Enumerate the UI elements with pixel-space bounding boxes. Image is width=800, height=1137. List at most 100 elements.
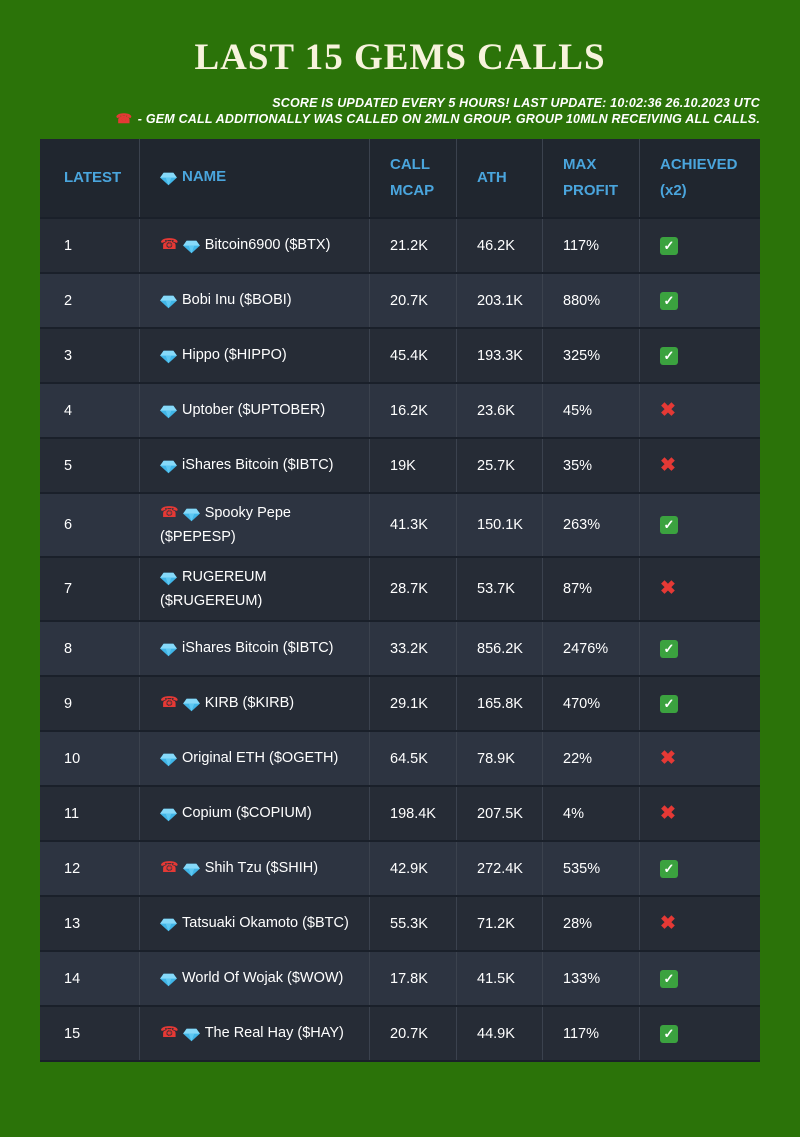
cell-name: Uptober ($UPTOBER)	[140, 384, 370, 437]
cell-max-profit: 117%	[543, 219, 640, 272]
cross-icon: ✖	[660, 802, 676, 824]
cell-name: World Of Wojak ($WOW)	[140, 952, 370, 1005]
phone-icon: ☎	[160, 1023, 179, 1041]
cross-icon: ✖	[660, 578, 676, 599]
gem-icon	[160, 568, 177, 590]
cell-latest: 9	[40, 677, 140, 730]
cell-max-profit: 470%	[543, 677, 640, 730]
cell-achieved: ✓	[640, 622, 760, 675]
cell-achieved: ✓	[640, 494, 760, 556]
cell-latest: 2	[40, 274, 140, 327]
cell-name: ☎ The Real Hay ($HAY)	[140, 1007, 370, 1060]
token-name: iShares Bitcoin ($IBTC)	[182, 639, 334, 656]
table-row: 6 ☎ Spooky Pepe ($PEPESP) 41.3K 150.1K 263% ✓	[40, 494, 760, 558]
cell-max-profit: 87%	[543, 558, 640, 620]
header-name: NAME	[140, 139, 370, 217]
table-row: 3 Hippo ($HIPPO) 45.4K 193.3K 325% ✓	[40, 329, 760, 384]
cell-ath: 44.9K	[457, 1007, 543, 1060]
cell-name: ☎ Shih Tzu ($SHIH)	[140, 842, 370, 895]
table-row: 11 Copium ($COPIUM) 198.4K 207.5K 4% ✖	[40, 787, 760, 842]
gem-icon	[160, 456, 177, 478]
cell-call-mcap: 28.7K	[370, 558, 457, 620]
phone-icon: ☎	[115, 111, 133, 126]
subtitle: SCORE IS UPDATED EVERY 5 HOURS! LAST UPD…	[40, 95, 760, 127]
header-ath: ATH	[457, 139, 543, 217]
cell-name: ☎ KIRB ($KIRB)	[140, 677, 370, 730]
cell-call-mcap: 64.5K	[370, 732, 457, 785]
cell-achieved: ✓	[640, 329, 760, 382]
token-name: Original ETH ($OGETH)	[182, 749, 339, 766]
table-row: 10 Original ETH ($OGETH) 64.5K 78.9K 22% ✖	[40, 732, 760, 787]
table-row: 13 Tatsuaki Okamoto ($BTC) 55.3K 71.2K 28% ✖	[40, 897, 760, 952]
check-icon: ✓	[660, 346, 678, 365]
cell-latest: 1	[40, 219, 140, 272]
token-name: Tatsuaki Okamoto ($BTC)	[182, 914, 349, 931]
cell-ath: 25.7K	[457, 439, 543, 492]
cell-call-mcap: 33.2K	[370, 622, 457, 675]
gem-icon	[160, 804, 177, 826]
cell-latest: 15	[40, 1007, 140, 1060]
cell-ath: 41.5K	[457, 952, 543, 1005]
token-name: Bobi Inu ($BOBI)	[182, 291, 292, 308]
cell-ath: 203.1K	[457, 274, 543, 327]
header-call-mcap: CALL MCAP	[370, 139, 457, 217]
token-name: Spooky Pepe ($PEPESP)	[160, 505, 291, 545]
subtitle-line1: SCORE IS UPDATED EVERY 5 HOURS! LAST UPD…	[40, 95, 760, 111]
cell-achieved: ✓	[640, 1007, 760, 1060]
cell-latest: 6	[40, 494, 140, 556]
cell-ath: 856.2K	[457, 622, 543, 675]
table-row: 1 ☎ Bitcoin6900 ($BTX) 21.2K 46.2K 117% ✓	[40, 219, 760, 274]
cell-max-profit: 535%	[543, 842, 640, 895]
gem-icon	[182, 859, 200, 881]
cell-ath: 272.4K	[457, 842, 543, 895]
token-name: iShares Bitcoin ($IBTC)	[182, 456, 334, 473]
cell-latest: 10	[40, 732, 140, 785]
cell-name: ☎ Bitcoin6900 ($BTX)	[140, 219, 370, 272]
cell-achieved: ✖	[640, 558, 760, 620]
cell-name: Hippo ($HIPPO)	[140, 329, 370, 382]
cell-call-mcap: 20.7K	[370, 274, 457, 327]
check-icon: ✓	[660, 516, 678, 534]
cell-latest: 13	[40, 897, 140, 950]
cell-achieved: ✖	[640, 439, 760, 492]
cell-call-mcap: 45.4K	[370, 329, 457, 382]
check-icon: ✓	[660, 859, 678, 878]
cell-achieved: ✖	[640, 897, 760, 950]
cell-call-mcap: 20.7K	[370, 1007, 457, 1060]
cell-name: Original ETH ($OGETH)	[140, 732, 370, 785]
cell-max-profit: 22%	[543, 732, 640, 785]
cell-ath: 53.7K	[457, 558, 543, 620]
cell-achieved: ✖	[640, 384, 760, 437]
table-row: 8 iShares Bitcoin ($IBTC) 33.2K 856.2K 2476%…	[40, 622, 760, 677]
table-row: 7 RUGEREUM ($RUGEREUM) 28.7K 53.7K 87% ✖	[40, 558, 760, 622]
cell-max-profit: 35%	[543, 439, 640, 492]
cell-achieved: ✓	[640, 219, 760, 272]
cell-ath: 71.2K	[457, 897, 543, 950]
cell-name: Copium ($COPIUM)	[140, 787, 370, 840]
cell-max-profit: 325%	[543, 329, 640, 382]
gem-icon	[160, 749, 177, 771]
token-name: The Real Hay ($HAY)	[204, 1024, 344, 1041]
table-row: 2 Bobi Inu ($BOBI) 20.7K 203.1K 880% ✓	[40, 274, 760, 329]
gem-icon	[160, 914, 177, 936]
check-icon: ✓	[660, 291, 678, 310]
check-icon: ✓	[660, 639, 678, 658]
subtitle-line2: ☎ - GEM CALL ADDITIONALLY WAS CALLED ON …	[40, 111, 760, 127]
cell-achieved: ✓	[640, 952, 760, 1005]
gem-icon	[160, 401, 177, 423]
cell-ath: 207.5K	[457, 787, 543, 840]
gem-icon	[182, 1024, 200, 1046]
cell-name: Bobi Inu ($BOBI)	[140, 274, 370, 327]
table-row: 5 iShares Bitcoin ($IBTC) 19K 25.7K 35% ✖	[40, 439, 760, 494]
cell-latest: 11	[40, 787, 140, 840]
check-icon: ✓	[660, 1024, 678, 1043]
gem-icon	[160, 168, 177, 190]
cell-max-profit: 263%	[543, 494, 640, 556]
gem-icon	[160, 346, 177, 368]
token-name: World Of Wojak ($WOW)	[182, 969, 344, 986]
cross-icon: ✖	[660, 399, 676, 421]
token-name: KIRB ($KIRB)	[204, 694, 295, 711]
gem-icon	[160, 639, 177, 661]
cell-ath: 150.1K	[457, 494, 543, 556]
